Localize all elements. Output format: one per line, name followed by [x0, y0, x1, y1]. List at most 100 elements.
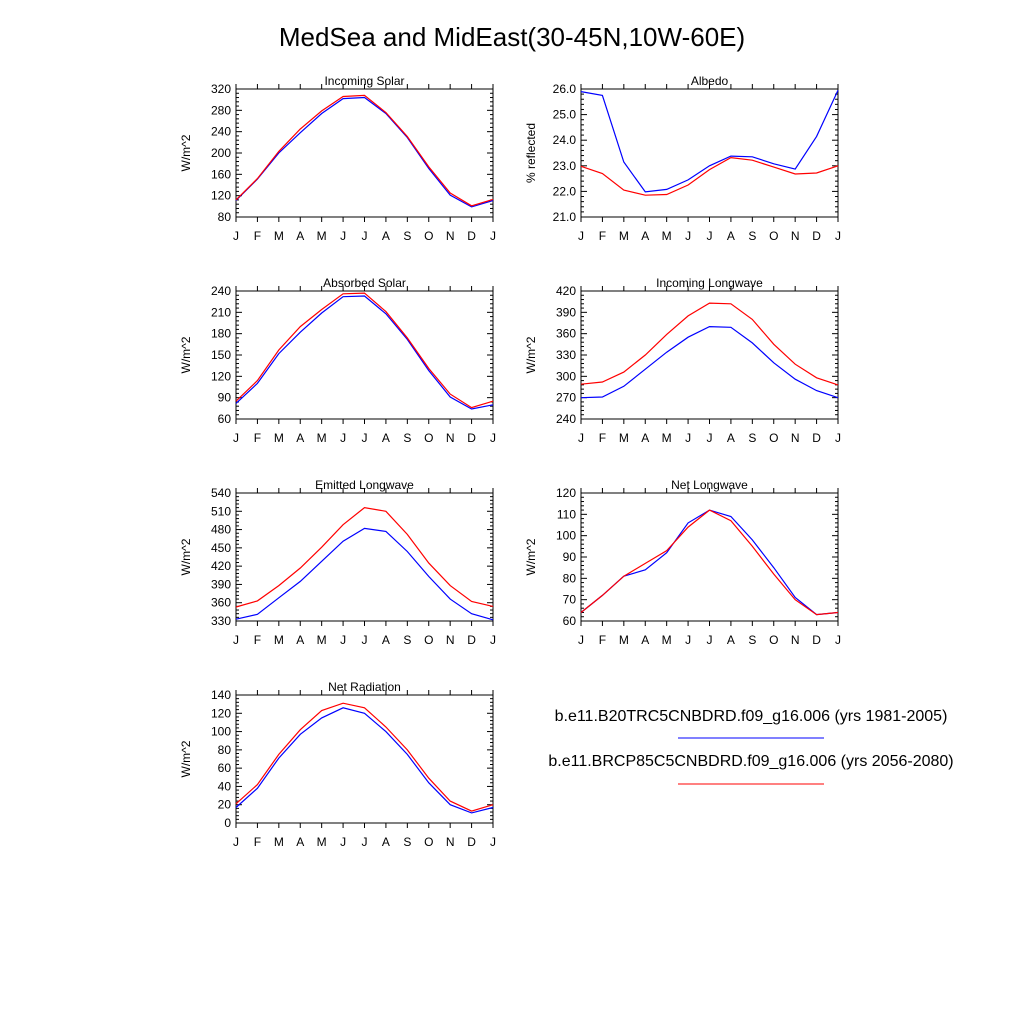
x-tick-label: O	[769, 633, 778, 647]
x-tick-label: A	[296, 229, 304, 243]
y-tick-label: 60	[218, 412, 232, 426]
x-tick-label: J	[835, 229, 841, 243]
x-tick-label: M	[274, 835, 284, 849]
x-tick-label: J	[685, 633, 691, 647]
y-tick-label: 210	[211, 305, 231, 319]
x-tick-label: A	[641, 431, 649, 445]
x-tick-label: F	[254, 229, 261, 243]
y-tick-label: 240	[556, 412, 576, 426]
x-tick-label: F	[254, 835, 261, 849]
y-tick-label: 540	[211, 486, 231, 500]
x-tick-label: D	[467, 431, 476, 445]
x-tick-label: N	[791, 431, 800, 445]
chart-title: Absorbed Solar	[323, 276, 406, 290]
x-tick-label: F	[254, 633, 261, 647]
x-tick-label: M	[317, 431, 327, 445]
legend-entry-2: b.e11.BRCP85C5CNBDRD.f09_g16.006 (yrs 20…	[548, 753, 954, 785]
legend-label: b.e11.BRCP85C5CNBDRD.f09_g16.006 (yrs 20…	[548, 753, 953, 770]
y-tick-label: 150	[211, 348, 231, 362]
x-tick-label: F	[254, 431, 261, 445]
series-line-1	[235, 96, 494, 208]
x-tick-label: J	[685, 431, 691, 445]
y-tick-label: 240	[211, 284, 231, 298]
x-tick-label: M	[274, 633, 284, 647]
y-tick-label: 330	[211, 614, 231, 628]
x-tick-label: J	[707, 431, 713, 445]
y-tick-label: 360	[556, 327, 576, 341]
y-tick-label: 80	[218, 210, 232, 224]
y-tick-label: 60	[218, 761, 232, 775]
x-tick-label: J	[578, 229, 584, 243]
x-tick-label: A	[727, 431, 735, 445]
x-tick-label: F	[599, 431, 606, 445]
x-tick-label: M	[619, 229, 629, 243]
chart-panel-1: Incoming Solar W/m^2 80 120 160 200 240 280 320 J…	[179, 74, 496, 243]
y-tick-label: 420	[556, 284, 576, 298]
x-tick-label: D	[812, 633, 821, 647]
x-tick-label: A	[382, 633, 390, 647]
y-tick-label: 0	[224, 816, 231, 830]
y-tick-label: 20	[218, 798, 232, 812]
x-tick-label: J	[835, 633, 841, 647]
chart-panel-3: Absorbed Solar W/m^2 60 90 120 150 180 210 240 J F…	[179, 276, 496, 445]
x-tick-label: J	[362, 229, 368, 243]
series-line-2	[235, 702, 494, 812]
y-tick-label: 120	[211, 189, 231, 203]
x-tick-label: A	[296, 633, 304, 647]
y-tick-label: 40	[218, 779, 232, 793]
x-tick-label: N	[446, 633, 455, 647]
y-axis-label: W/m^2	[524, 538, 538, 575]
x-tick-label: J	[340, 633, 346, 647]
x-tick-label: O	[424, 835, 433, 849]
x-tick-label: J	[685, 229, 691, 243]
y-axis-label: W/m^2	[179, 740, 193, 777]
x-tick-label: J	[233, 633, 239, 647]
x-tick-label: S	[403, 229, 411, 243]
x-tick-label: J	[340, 431, 346, 445]
series-line-1	[235, 295, 494, 410]
x-tick-label: J	[233, 431, 239, 445]
y-tick-label: 160	[211, 167, 231, 181]
x-tick-label: J	[707, 229, 713, 243]
x-tick-label: J	[340, 835, 346, 849]
x-tick-label: M	[317, 229, 327, 243]
legend-label: b.e11.B20TRC5CNBDRD.f09_g16.006 (yrs 198…	[555, 708, 948, 725]
y-tick-label: 100	[211, 725, 231, 739]
y-tick-label: 330	[556, 348, 576, 362]
x-tick-label: A	[641, 229, 649, 243]
y-tick-label: 24.0	[553, 133, 577, 147]
x-tick-label: J	[707, 633, 713, 647]
x-tick-label: M	[662, 229, 672, 243]
y-tick-label: 360	[211, 596, 231, 610]
x-tick-label: M	[274, 431, 284, 445]
y-axis-label: W/m^2	[179, 538, 193, 575]
y-tick-label: 450	[211, 541, 231, 555]
y-tick-label: 110	[557, 507, 576, 521]
x-tick-label: N	[791, 633, 800, 647]
y-tick-label: 270	[556, 391, 576, 405]
chart-title: Incoming Longwave	[656, 276, 763, 290]
legend-entry-1: b.e11.B20TRC5CNBDRD.f09_g16.006 (yrs 198…	[555, 708, 948, 739]
x-tick-label: F	[599, 229, 606, 243]
x-tick-label: M	[619, 633, 629, 647]
y-tick-label: 120	[211, 706, 231, 720]
y-tick-label: 280	[211, 103, 231, 117]
y-tick-label: 420	[211, 559, 231, 573]
x-tick-label: J	[233, 229, 239, 243]
y-tick-label: 180	[211, 327, 231, 341]
y-tick-label: 390	[556, 305, 576, 319]
x-tick-label: J	[362, 633, 368, 647]
y-tick-label: 120	[556, 486, 576, 500]
x-tick-label: A	[382, 229, 390, 243]
x-tick-label: N	[446, 229, 455, 243]
x-tick-label: J	[340, 229, 346, 243]
y-tick-label: 26.0	[553, 82, 577, 96]
x-tick-label: M	[317, 835, 327, 849]
y-tick-label: 120	[211, 369, 231, 383]
y-tick-label: 390	[211, 577, 231, 591]
x-tick-label: J	[490, 431, 496, 445]
x-tick-label: N	[446, 431, 455, 445]
x-tick-label: M	[662, 431, 672, 445]
